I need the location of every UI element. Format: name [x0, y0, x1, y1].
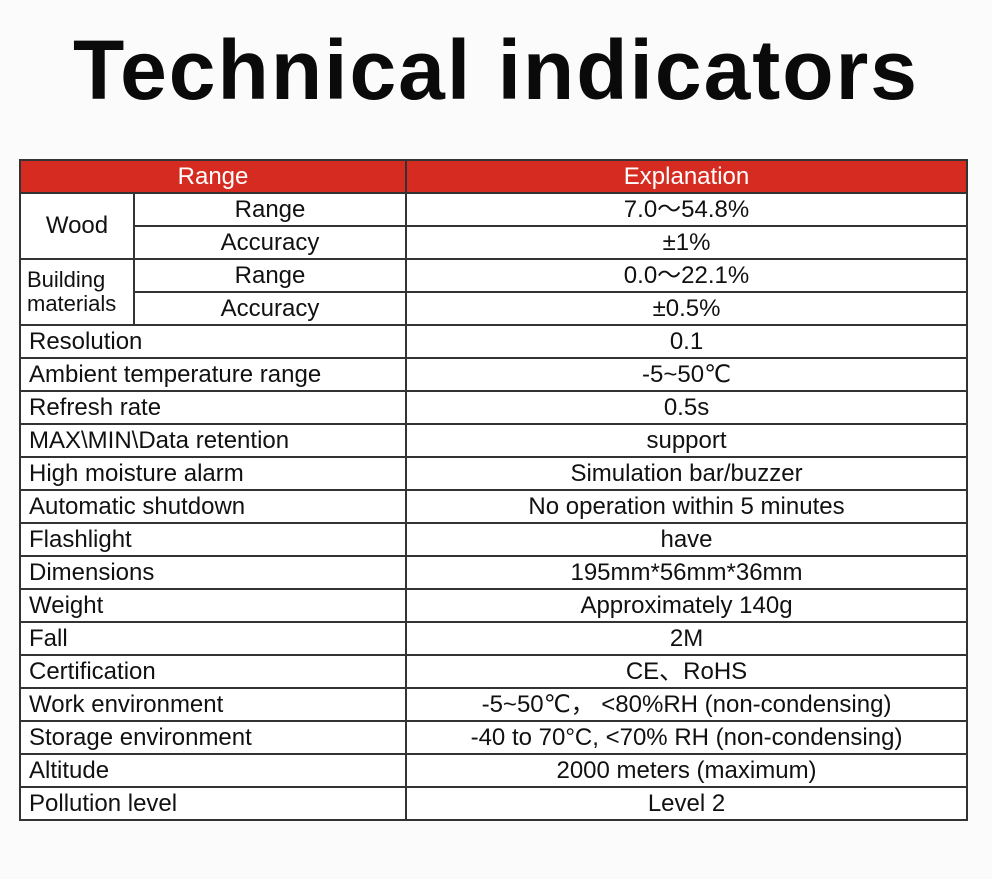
row-label: Resolution [18, 324, 408, 359]
table-row: Resolution 0.1 [18, 324, 969, 359]
row-label: Fall [18, 621, 408, 656]
value-cell: 195mm*56mm*36mm [405, 555, 969, 590]
value-cell: No operation within 5 minutes [405, 489, 969, 524]
value-cell: have [405, 522, 969, 557]
row-label: Certification [18, 654, 408, 689]
row-label: Work environment [18, 687, 408, 722]
table-row: Refresh rate 0.5s [18, 390, 969, 425]
row-label: Automatic shutdown [18, 489, 408, 524]
table-row: Dimensions 195mm*56mm*36mm [18, 555, 969, 590]
table-row: Weight Approximately 140g [18, 588, 969, 623]
header-row: Range Explanation [18, 159, 969, 194]
table-row: Altitude 2000 meters (maximum) [18, 753, 969, 788]
table-row: High moisture alarm Simulation bar/buzzer [18, 456, 969, 491]
value-cell: 2000 meters (maximum) [405, 753, 969, 788]
header-cell: Range [18, 159, 408, 194]
value-cell: Simulation bar/buzzer [405, 456, 969, 491]
group-label: Wood [19, 192, 135, 260]
row-label: Pollution level [18, 786, 408, 821]
table-row: Work environment -5~50℃， <80%RH (non-cond… [18, 687, 969, 722]
title: Technical indicators [73, 23, 919, 117]
spec-table: Range Explanation Wood Range 7.0～54.8% Accu… [18, 159, 969, 821]
table-row: MAX\MIN\Data retention support [18, 423, 969, 458]
row-label: Flashlight [18, 522, 408, 557]
row-label: Ambient temperature range [18, 357, 408, 392]
row-label: High moisture alarm [18, 456, 408, 491]
row-label: Dimensions [18, 555, 408, 590]
value-cell: 7.0～54.8% [405, 192, 969, 227]
table-row: Accuracy ±0.5% [20, 291, 969, 326]
table-row: Fall 2M [18, 621, 969, 656]
row-label: Refresh rate [18, 390, 408, 425]
value-cell: CE、RoHS [405, 654, 969, 689]
sub-label: Accuracy [132, 291, 408, 326]
value-cell: -5~50℃ [405, 357, 969, 392]
row-label: Altitude [18, 753, 408, 788]
value-cell: -5~50℃， <80%RH (non-condensing) [405, 687, 969, 722]
table-row: Accuracy ±1% [20, 225, 969, 260]
value-cell: 0.0～22.1% [405, 258, 969, 293]
table-row: Ambient temperature range -5~50℃ [18, 357, 969, 392]
table-row: Certification CE、RoHS [18, 654, 969, 689]
table-row: Pollution level Level 2 [18, 786, 969, 821]
table-row: Building materials Range 0.0～22.1% [19, 258, 969, 326]
row-label: Storage environment [18, 720, 408, 755]
value-cell: ±1% [405, 225, 969, 260]
table-row: Storage environment -40 to 70°C, <70% RH … [18, 720, 969, 755]
sub-label: Range [132, 258, 408, 293]
row-label: Weight [18, 588, 408, 623]
value-cell: ±0.5% [405, 291, 969, 326]
value-cell: support [405, 423, 969, 458]
row-label: MAX\MIN\Data retention [18, 423, 408, 458]
value-cell: 0.5s [405, 390, 969, 425]
sub-label: Range [132, 192, 408, 227]
value-cell: 0.1 [405, 324, 969, 359]
value-cell: -40 to 70°C, <70% RH (non-condensing) [405, 720, 969, 755]
sub-label: Accuracy [132, 225, 408, 260]
table-body: Wood Range 7.0～54.8% Accuracy ±1% Building ma… [18, 192, 969, 821]
value-cell: Level 2 [405, 786, 969, 821]
header-cell: Explanation [405, 159, 969, 194]
value-cell: 2M [405, 621, 969, 656]
table-row: Automatic shutdown No operation within 5 … [18, 489, 969, 524]
group-label: Building materials [19, 258, 135, 326]
value-cell: Approximately 140g [405, 588, 969, 623]
table-row: Wood Range 7.0～54.8% [19, 192, 969, 260]
table-row: Flashlight have [18, 522, 969, 557]
